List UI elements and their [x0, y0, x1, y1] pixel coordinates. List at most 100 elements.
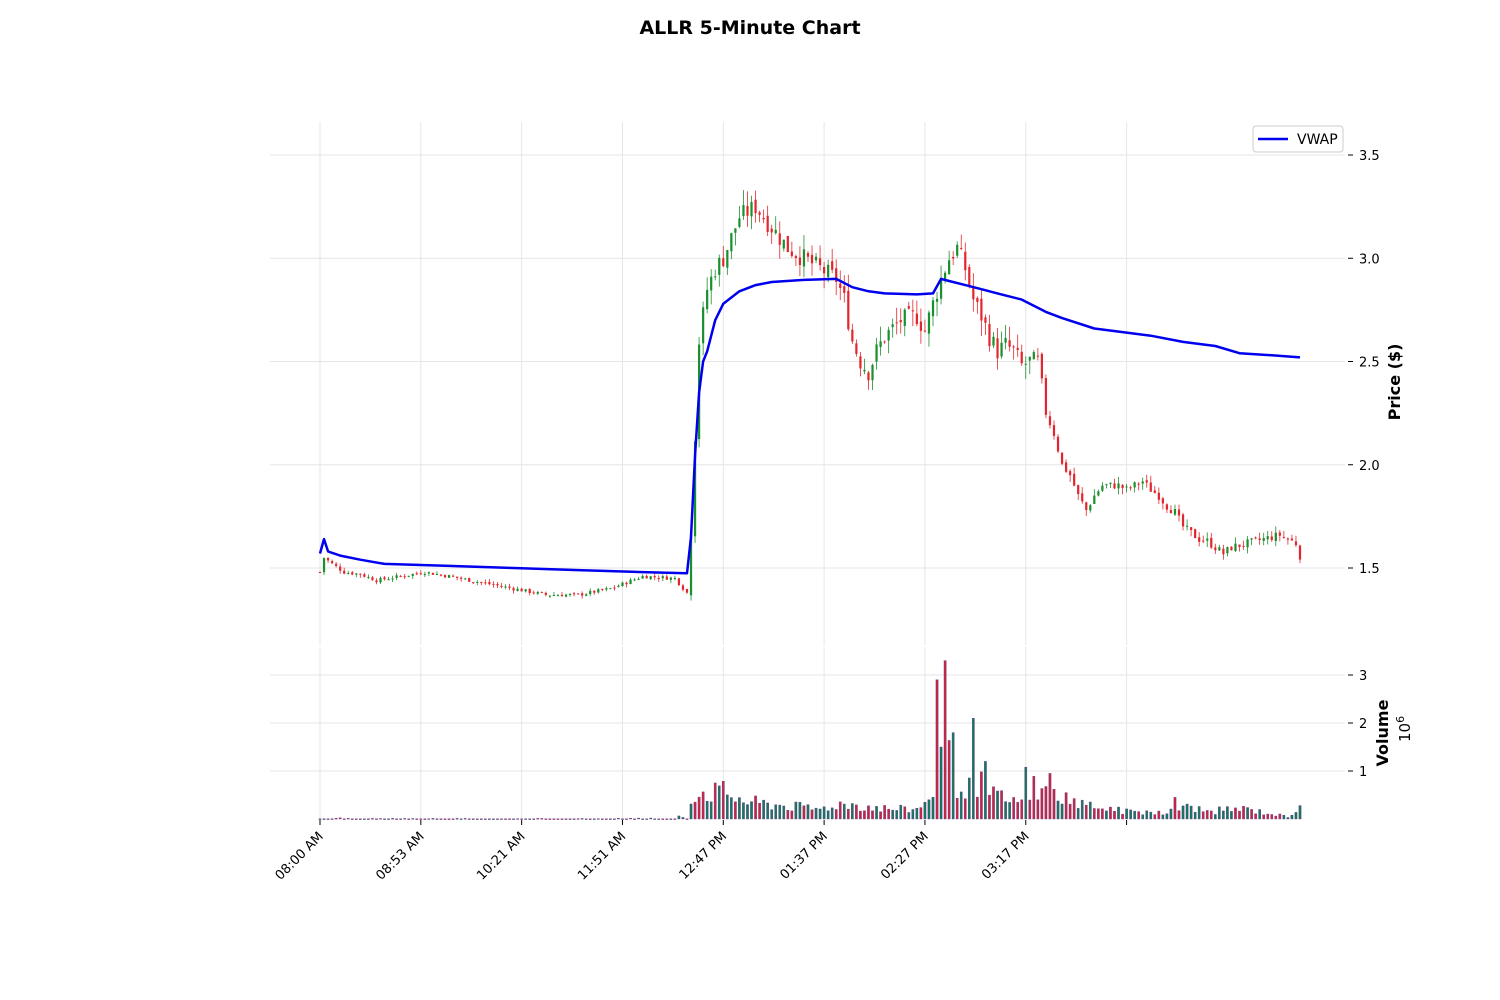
candle — [1238, 544, 1241, 552]
candle-body — [1024, 363, 1027, 365]
volume-bar — [1076, 808, 1080, 820]
volume-bar — [980, 771, 983, 820]
volume-bar — [532, 818, 536, 820]
candle-body — [1032, 352, 1035, 360]
candle-body — [1246, 539, 1249, 548]
candle-body — [980, 298, 983, 321]
volume-bar — [742, 802, 745, 820]
volume-bar — [1213, 814, 1217, 820]
candle — [1020, 344, 1023, 366]
volume-bar — [600, 818, 604, 820]
candle-body — [859, 356, 862, 369]
candle-body — [891, 324, 894, 328]
volume-bar — [834, 809, 838, 820]
candle — [367, 574, 370, 580]
volume-bar — [1270, 814, 1274, 820]
candle-body — [927, 312, 931, 334]
volume-bar — [645, 818, 648, 820]
candle-body — [359, 573, 362, 575]
candle — [730, 232, 733, 260]
candle — [718, 254, 721, 287]
candle-body — [564, 594, 568, 597]
candle — [984, 314, 987, 336]
volume-bar — [480, 818, 483, 820]
volume-bar — [367, 818, 370, 820]
volume-bar — [580, 818, 584, 820]
candle-body — [391, 578, 394, 580]
volume-bar — [1262, 814, 1266, 820]
candle — [1109, 482, 1112, 488]
candle-body — [1113, 483, 1116, 489]
volume-bar — [338, 817, 342, 820]
candle-body — [1270, 536, 1273, 541]
volume-bar — [564, 818, 568, 820]
candle — [1012, 344, 1015, 360]
candle-body — [730, 233, 733, 252]
volume-axis-title: Volume — [1373, 699, 1392, 766]
volume-bar — [758, 803, 761, 820]
candle-body — [831, 261, 834, 270]
volume-bar — [496, 818, 499, 820]
candle-body — [742, 205, 745, 217]
candle — [411, 573, 414, 580]
candle — [814, 253, 818, 264]
volume-bar — [560, 818, 564, 820]
candle — [1060, 452, 1064, 466]
candle-body — [774, 229, 777, 234]
candle-body — [516, 588, 519, 591]
volume-bar — [1189, 805, 1193, 820]
x-tick-label: 08:53 AM — [373, 829, 427, 883]
volume-bar — [895, 810, 899, 820]
volume-bar — [810, 809, 814, 820]
candle-body — [968, 267, 971, 286]
price-axis-title: Price ($) — [1385, 344, 1404, 421]
candle-body — [915, 313, 918, 325]
candle — [851, 323, 854, 344]
candle-body — [633, 579, 636, 581]
volume-scale-label: 106 — [1394, 716, 1414, 742]
candle-body — [960, 247, 963, 249]
candle-body — [1242, 546, 1245, 548]
chart-title: ALLR 5-Minute Chart — [639, 17, 861, 39]
candle — [960, 234, 963, 250]
volume-bar — [786, 810, 790, 820]
candle — [318, 571, 322, 574]
candle-body — [935, 298, 939, 302]
candle-body — [536, 591, 539, 594]
candle — [665, 574, 668, 580]
candle — [1036, 348, 1039, 361]
candle-body — [746, 205, 749, 216]
candle — [964, 242, 967, 281]
candle — [1101, 482, 1104, 493]
candle-body — [871, 364, 874, 381]
candle-body — [1290, 538, 1294, 541]
volume-bar — [701, 791, 705, 820]
candle-body — [806, 252, 810, 257]
volume-tick-label: 3 — [1359, 669, 1367, 684]
candle — [1016, 334, 1019, 357]
candle — [1298, 544, 1302, 564]
candle-body — [1137, 483, 1140, 485]
candle — [512, 586, 515, 594]
vwap-layer — [318, 277, 1301, 575]
volume-bar — [322, 818, 326, 820]
volume-bar — [1141, 814, 1145, 820]
candle — [681, 583, 685, 592]
candle — [1069, 469, 1072, 482]
price-tick-label: 3.5 — [1359, 149, 1380, 164]
candle — [617, 584, 620, 588]
candle — [451, 574, 455, 577]
candle — [576, 593, 580, 595]
candle — [1226, 546, 1229, 557]
volume-bar — [596, 818, 600, 820]
candle-body — [540, 591, 543, 593]
candle — [395, 572, 398, 581]
candle-body — [956, 244, 959, 256]
candle — [556, 593, 560, 597]
volume-bar — [427, 818, 431, 820]
candle-body — [911, 310, 914, 312]
candle-body — [504, 586, 507, 588]
candle-body — [653, 576, 656, 578]
candle — [564, 593, 568, 598]
candle — [1085, 501, 1088, 516]
